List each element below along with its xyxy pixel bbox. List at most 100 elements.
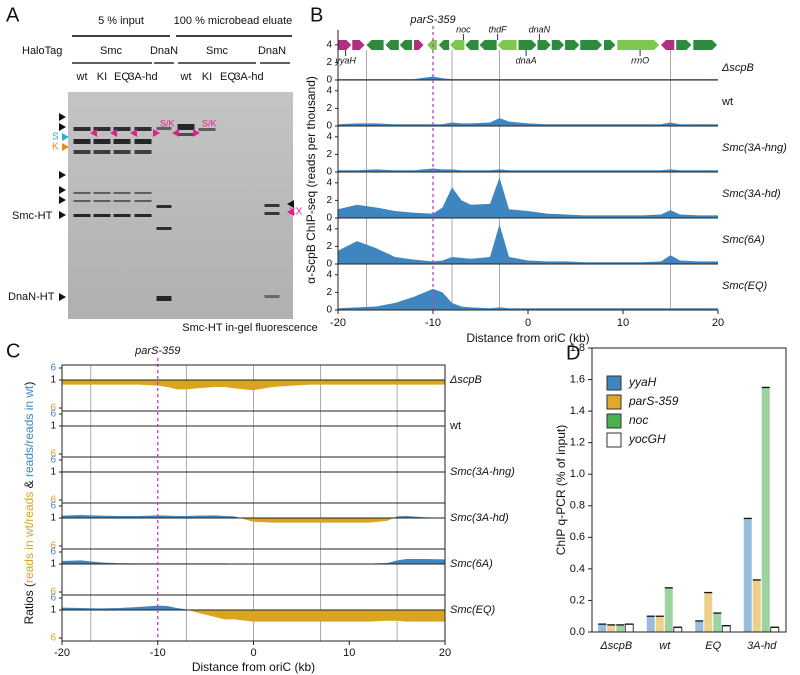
legend-swatch bbox=[606, 394, 622, 410]
y-axis-label: α-ScpB ChIP-seq (reads per thousand) bbox=[304, 76, 318, 284]
gel-band bbox=[177, 124, 195, 130]
band-arrow bbox=[153, 129, 160, 137]
y-tick-label: 6 bbox=[50, 449, 56, 460]
band-label: DnaN-HT bbox=[8, 291, 55, 303]
y-tick-label: 1 bbox=[50, 513, 56, 524]
y-tick-label: 2 bbox=[326, 57, 332, 68]
band-arrow bbox=[59, 123, 66, 131]
y-axis-label: Ratios (reads in wt/reads & reads/reads … bbox=[22, 382, 36, 625]
ratio-area-down bbox=[62, 518, 445, 523]
y-label-part: ) bbox=[22, 382, 36, 386]
band-label: K bbox=[52, 142, 59, 153]
gel-band bbox=[134, 192, 152, 194]
gene-arrow bbox=[537, 40, 551, 50]
gel-band bbox=[73, 139, 91, 144]
gene-arrow bbox=[604, 40, 616, 50]
bar bbox=[704, 592, 713, 632]
legend-swatch bbox=[606, 413, 622, 429]
group-label: 5 % input bbox=[98, 15, 144, 27]
gene-arrow bbox=[399, 40, 413, 50]
band-arrow bbox=[62, 143, 69, 151]
coverage-area bbox=[338, 168, 718, 172]
x-axis-label: Distance from oriC (kb) bbox=[466, 331, 589, 345]
coverage-area bbox=[338, 224, 718, 264]
gel-band bbox=[93, 150, 111, 154]
y-tick-label: 4 bbox=[326, 85, 332, 96]
gene-arrow bbox=[580, 40, 603, 50]
y-label-part: reads/reads in wt bbox=[22, 385, 36, 477]
ratio-area-down bbox=[62, 610, 445, 622]
group-label: 100 % microbead eluate bbox=[174, 15, 293, 27]
gene-arrow bbox=[518, 40, 537, 50]
gene-arrow bbox=[551, 40, 565, 50]
lane-label: KI bbox=[202, 71, 212, 83]
panel-letter: D bbox=[566, 342, 580, 364]
legend-swatch bbox=[606, 375, 622, 391]
gene-arrow bbox=[438, 40, 450, 50]
gel-band bbox=[113, 127, 131, 131]
band-arrow bbox=[59, 113, 66, 121]
construct-label: DnaN bbox=[258, 45, 286, 57]
legend-swatch bbox=[606, 432, 622, 448]
gene-arrow bbox=[676, 40, 692, 50]
x-tick-label: 10 bbox=[617, 317, 629, 329]
y-tick-label: 6 bbox=[50, 363, 56, 374]
y-tick-label: 4 bbox=[326, 223, 332, 234]
band-arrow bbox=[59, 293, 66, 301]
track-label: Smc(3A-hd) bbox=[722, 188, 781, 200]
bar bbox=[743, 518, 752, 632]
y-tick-label: 1 bbox=[50, 421, 56, 432]
gene-arrow bbox=[414, 40, 424, 50]
bar bbox=[721, 625, 731, 633]
lane-label: EQ bbox=[220, 71, 236, 83]
y-tick-label: 6 bbox=[50, 587, 56, 598]
bar bbox=[761, 387, 770, 632]
gene-arrow bbox=[385, 40, 399, 50]
gene-arrow bbox=[693, 40, 718, 50]
gel-band bbox=[113, 200, 131, 202]
band-arrow bbox=[287, 200, 294, 208]
construct-label: Smc bbox=[100, 45, 123, 57]
y-tick-label: 6 bbox=[50, 495, 56, 506]
band-label: S/K bbox=[160, 118, 175, 128]
bar bbox=[664, 587, 673, 632]
y-tick-label: 6 bbox=[50, 633, 56, 644]
construct-label: DnaN bbox=[150, 45, 178, 57]
gene-label: noc bbox=[456, 24, 471, 34]
band-arrow bbox=[193, 129, 200, 137]
gel-band bbox=[93, 139, 111, 144]
track-label: Smc(EQ) bbox=[450, 604, 496, 616]
gel-band bbox=[73, 150, 91, 154]
gel-band bbox=[113, 139, 131, 144]
gene-arrow bbox=[366, 40, 384, 50]
gene-arrow bbox=[479, 40, 497, 50]
y-tick-label: 2 bbox=[326, 149, 332, 160]
x-tick-label: EQ bbox=[705, 640, 721, 652]
bar bbox=[598, 624, 607, 632]
y-tick-label: 0 bbox=[326, 213, 332, 224]
lane-label: EQ bbox=[114, 71, 130, 83]
y-tick-label: 6 bbox=[50, 541, 56, 552]
panel-letter: A bbox=[6, 4, 20, 26]
y-tick-label: 0.2 bbox=[570, 594, 585, 606]
x-tick-label: -10 bbox=[425, 317, 441, 329]
gel-band bbox=[264, 295, 280, 298]
y-tick-label: 0 bbox=[326, 167, 332, 178]
y-tick-label: 1 bbox=[50, 375, 56, 386]
gel-band bbox=[264, 212, 280, 215]
y-tick-label: 2 bbox=[326, 103, 332, 114]
band-arrow bbox=[62, 133, 69, 141]
band-arrow bbox=[130, 129, 137, 137]
x-tick-label: 0 bbox=[250, 647, 256, 659]
gene-arrow bbox=[497, 40, 517, 50]
y-tick-label: 6 bbox=[50, 501, 56, 512]
x-axis-label: Distance from oriC (kb) bbox=[192, 660, 315, 674]
gel-band bbox=[73, 200, 91, 202]
y-tick-label: 4 bbox=[326, 131, 332, 142]
y-tick-label: 0 bbox=[326, 121, 332, 132]
gene-arrow bbox=[338, 40, 352, 50]
annotation: parS-359 bbox=[409, 14, 455, 26]
bar bbox=[673, 626, 683, 633]
x-tick-label: -10 bbox=[150, 647, 166, 659]
